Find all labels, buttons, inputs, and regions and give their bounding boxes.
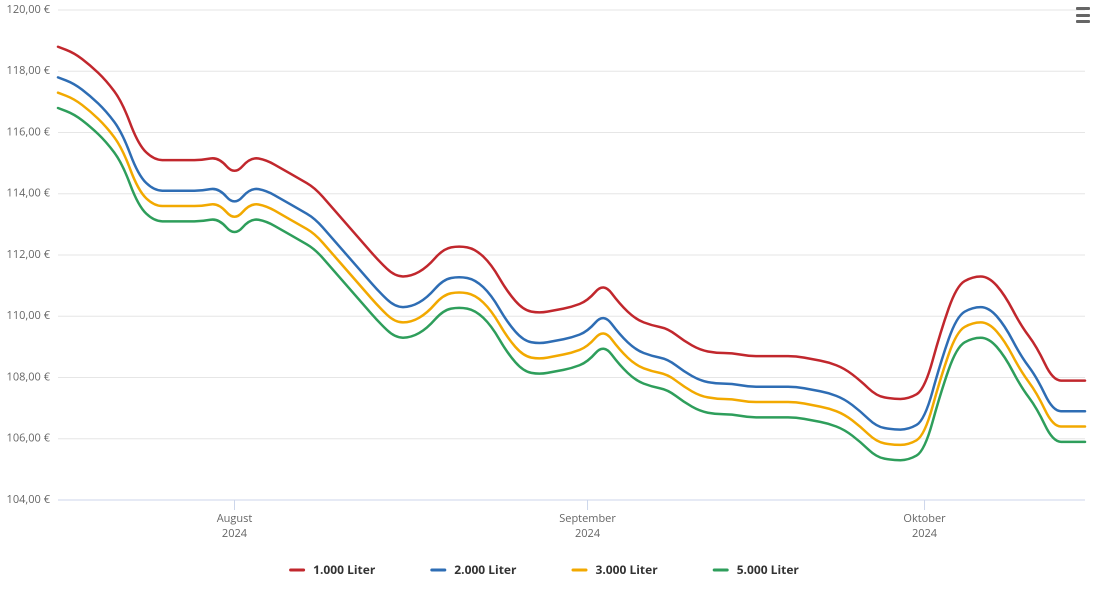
legend-item[interactable]: 3.000 Liter: [572, 561, 659, 578]
chart-menu-button[interactable]: [1071, 4, 1095, 26]
x-axis-tick-sublabel: 2024: [912, 526, 938, 541]
legend-label: 2.000 Liter: [454, 561, 517, 578]
series-line: [58, 108, 1085, 460]
series-line: [58, 93, 1085, 445]
x-axis-tick-label: Oktober: [903, 511, 946, 526]
legend-label: 5.000 Liter: [737, 561, 800, 578]
legend-item[interactable]: 1.000 Liter: [289, 561, 376, 578]
y-axis-tick-label: 118,00 €: [7, 63, 51, 78]
y-axis-tick-label: 104,00 €: [7, 492, 51, 507]
x-axis-tick-label: September: [559, 511, 616, 526]
legend-label: 1.000 Liter: [313, 561, 376, 578]
series-line: [58, 47, 1085, 399]
legend-item[interactable]: 5.000 Liter: [713, 561, 800, 578]
series-line: [58, 77, 1085, 429]
y-axis-tick-label: 112,00 €: [7, 247, 51, 262]
price-line-chart: 104,00 € 106,00 € 108,00 € 110,00 € 112,00 €…: [0, 0, 1105, 602]
y-axis-tick-label: 120,00 €: [7, 2, 51, 17]
legend-swatch: [572, 569, 588, 572]
x-axis-tick-label: August: [217, 511, 253, 526]
legend-swatch: [430, 569, 446, 572]
y-axis-tick-label: 116,00 €: [7, 124, 51, 139]
legend-item[interactable]: 2.000 Liter: [430, 561, 517, 578]
x-axis-tick-sublabel: 2024: [575, 526, 601, 541]
legend-swatch: [713, 569, 729, 572]
y-axis-tick-label: 106,00 €: [7, 431, 51, 446]
x-axis-tick-sublabel: 2024: [222, 526, 248, 541]
hamburger-icon: [1076, 7, 1090, 10]
legend-swatch: [289, 569, 305, 572]
legend-label: 3.000 Liter: [596, 561, 659, 578]
y-axis-tick-label: 114,00 €: [7, 186, 51, 201]
y-axis-tick-label: 110,00 €: [7, 308, 51, 323]
y-axis-tick-label: 108,00 €: [7, 369, 51, 384]
